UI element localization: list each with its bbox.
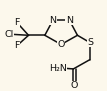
Text: S: S [88,38,94,47]
Text: F: F [14,18,19,27]
Text: H₂N: H₂N [49,64,67,73]
Text: N: N [50,15,56,24]
Text: O: O [57,40,65,49]
Text: N: N [66,15,73,24]
Text: F: F [14,41,19,50]
Text: Cl: Cl [4,30,13,39]
Text: O: O [71,81,78,90]
